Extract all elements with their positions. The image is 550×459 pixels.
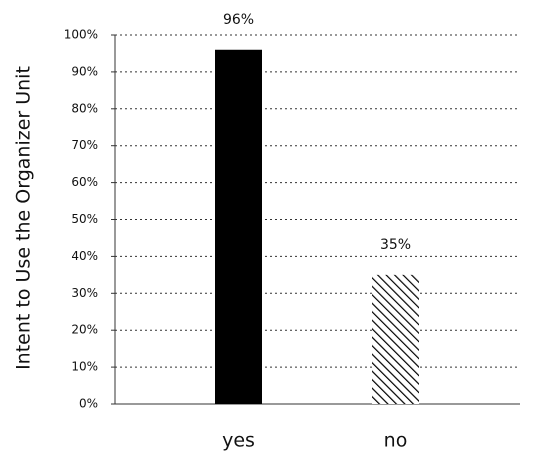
bar: [215, 49, 262, 404]
y-tick-label: 30%: [71, 286, 98, 300]
x-tick-label: yes: [222, 430, 255, 452]
y-tick-label: 0%: [79, 397, 98, 411]
y-tick-label: 90%: [71, 64, 98, 78]
y-tick-label: 10%: [71, 360, 98, 374]
x-tick-label: no: [384, 430, 408, 452]
y-tick-label: 40%: [71, 249, 98, 263]
y-tick-label: 50%: [71, 212, 98, 226]
value-label: 35%: [380, 237, 411, 253]
y-tick-label: 70%: [71, 138, 98, 152]
y-tick-label: 20%: [71, 323, 98, 337]
y-tick-label: 100%: [64, 28, 98, 42]
value-label: 96%: [223, 12, 254, 28]
y-axis-title: Intent to Use the Organizer Unit: [13, 66, 35, 370]
y-tick-label: 60%: [71, 175, 98, 189]
y-tick-label: 80%: [71, 101, 98, 115]
bar: [372, 274, 419, 404]
